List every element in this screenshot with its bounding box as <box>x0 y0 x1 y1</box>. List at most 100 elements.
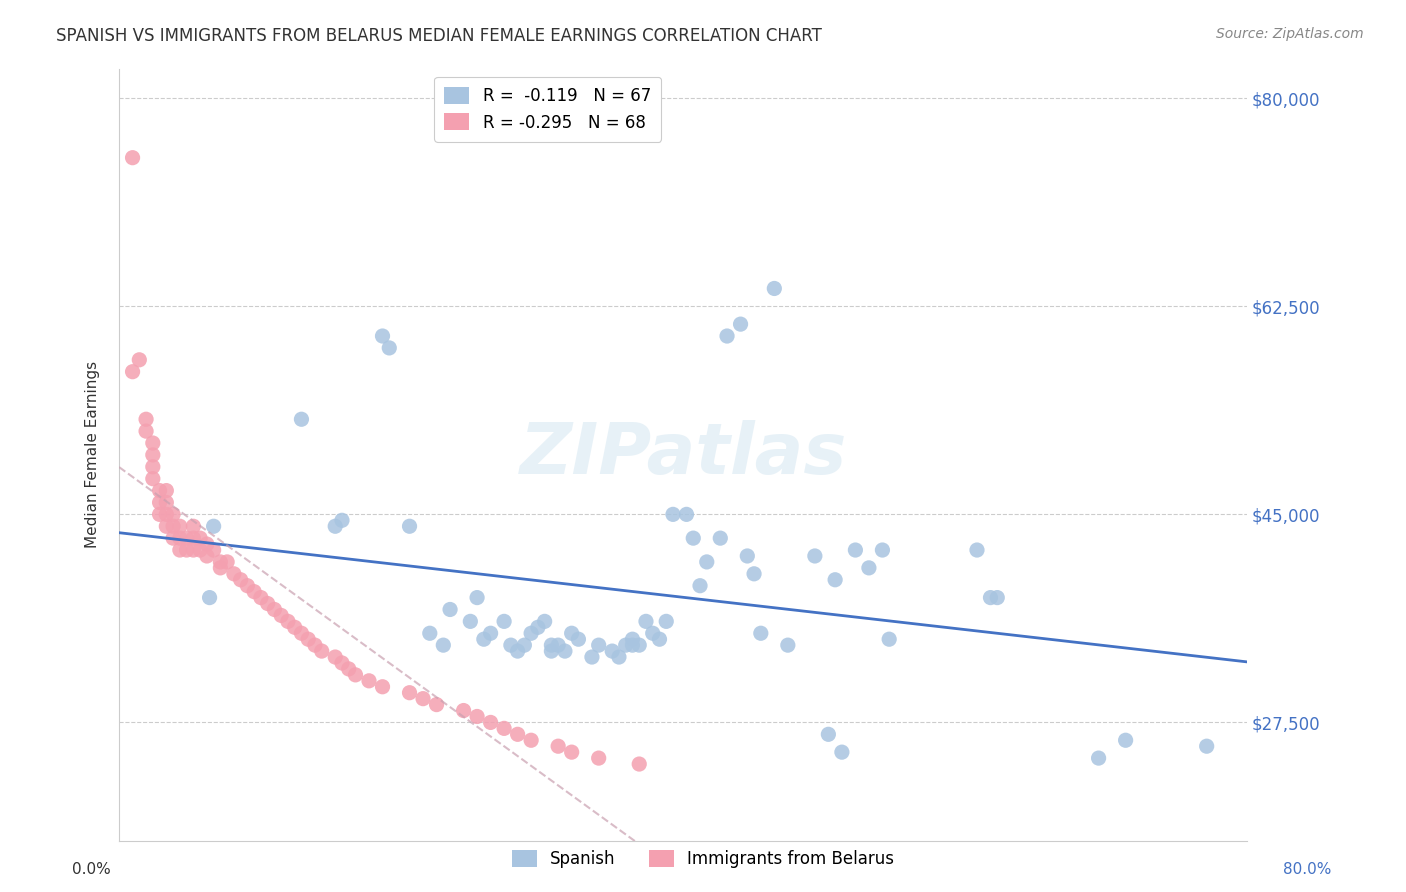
Point <box>506 727 529 741</box>
Point <box>730 317 752 331</box>
Point <box>540 644 562 658</box>
Point <box>749 626 772 640</box>
Point <box>412 691 434 706</box>
Point <box>176 543 198 558</box>
Point <box>465 709 488 723</box>
Point <box>479 626 502 640</box>
Point <box>567 632 589 647</box>
Point <box>494 722 516 736</box>
Point <box>323 519 346 533</box>
Point <box>149 483 172 498</box>
Point <box>499 638 522 652</box>
Point <box>588 751 610 765</box>
Point <box>195 537 218 551</box>
Point <box>142 472 165 486</box>
Point <box>149 508 172 522</box>
Legend: R =  -0.119   N = 67, R = -0.295   N = 68: R = -0.119 N = 67, R = -0.295 N = 68 <box>434 77 661 142</box>
Point <box>737 549 759 563</box>
Point <box>979 591 1001 605</box>
Point <box>142 459 165 474</box>
Point <box>425 698 447 712</box>
Point <box>527 620 550 634</box>
Point <box>183 543 205 558</box>
Point <box>209 555 232 569</box>
Point <box>243 584 266 599</box>
Legend: Spanish, Immigrants from Belarus: Spanish, Immigrants from Belarus <box>505 843 901 875</box>
Point <box>675 508 697 522</box>
Point <box>188 531 211 545</box>
Point <box>621 638 644 652</box>
Point <box>641 626 664 640</box>
Point <box>561 626 583 640</box>
Point <box>763 281 786 295</box>
Point <box>817 727 839 741</box>
Point <box>709 531 731 545</box>
Point <box>183 519 205 533</box>
Text: Source: ZipAtlas.com: Source: ZipAtlas.com <box>1216 27 1364 41</box>
Point <box>236 579 259 593</box>
Point <box>169 531 191 545</box>
Point <box>494 615 516 629</box>
Point <box>621 632 644 647</box>
Point <box>155 495 177 509</box>
Point <box>689 579 711 593</box>
Point <box>250 591 273 605</box>
Point <box>547 739 569 754</box>
Point <box>439 602 461 616</box>
Point <box>337 662 360 676</box>
Point <box>142 436 165 450</box>
Point <box>628 757 651 772</box>
Point <box>121 151 143 165</box>
Point <box>547 638 569 652</box>
Point <box>155 483 177 498</box>
Point <box>169 519 191 533</box>
Point <box>398 519 420 533</box>
Point <box>198 591 221 605</box>
Point <box>135 412 157 426</box>
Point <box>162 519 184 533</box>
Point <box>371 680 394 694</box>
Point <box>655 615 678 629</box>
Point <box>824 573 846 587</box>
Point <box>311 644 333 658</box>
Point <box>513 638 536 652</box>
Text: ZIPatlas: ZIPatlas <box>519 420 846 490</box>
Point <box>378 341 401 355</box>
Point <box>696 555 718 569</box>
Point <box>183 531 205 545</box>
Text: 80.0%: 80.0% <box>1284 863 1331 877</box>
Point <box>330 656 353 670</box>
Point <box>634 615 657 629</box>
Point <box>1195 739 1218 754</box>
Point <box>121 365 143 379</box>
Point <box>209 561 232 575</box>
Point <box>588 638 610 652</box>
Point <box>290 626 312 640</box>
Point <box>162 531 184 545</box>
Point <box>628 638 651 652</box>
Point <box>229 573 252 587</box>
Point <box>460 615 482 629</box>
Point <box>520 626 543 640</box>
Point <box>344 668 367 682</box>
Point <box>986 591 1008 605</box>
Point <box>398 686 420 700</box>
Point <box>330 513 353 527</box>
Point <box>419 626 441 640</box>
Point <box>465 591 488 605</box>
Point <box>188 543 211 558</box>
Point <box>304 638 326 652</box>
Point <box>297 632 319 647</box>
Point <box>202 519 225 533</box>
Point <box>142 448 165 462</box>
Point <box>581 650 603 665</box>
Point <box>804 549 827 563</box>
Point <box>600 644 623 658</box>
Point <box>607 650 630 665</box>
Point <box>533 615 555 629</box>
Point <box>323 650 346 665</box>
Point <box>506 644 529 658</box>
Point <box>155 508 177 522</box>
Point <box>554 644 576 658</box>
Point <box>128 352 150 367</box>
